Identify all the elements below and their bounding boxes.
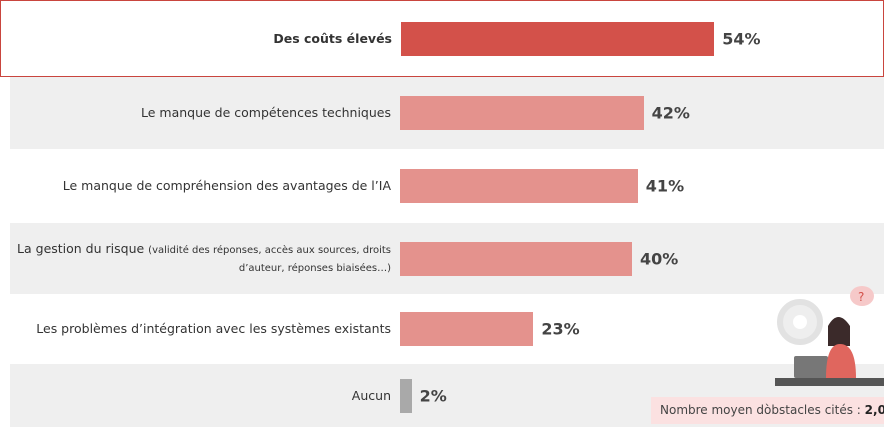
row: Le manque de compétences techniques 42% [10,77,884,149]
illustration: ? [770,282,884,394]
category-label: Le manque de compréhension des avantages… [11,178,391,194]
note-label: Nombre moyen dòbstacles cités : [660,403,861,417]
svg-text:?: ? [858,290,864,304]
value-label: 23% [541,320,579,339]
page: Des coûts élevés 54% Le manque de compéten… [0,0,884,427]
row: Des coûts élevés 54% [0,0,884,77]
value-label: 40% [640,249,678,268]
category-text: Aucun [352,388,391,403]
bar [400,169,638,203]
chart: Des coûts élevés 54% Le manque de compéten… [0,0,884,427]
bar [400,379,412,413]
note: Nombre moyen dòbstacles cités : 2,0 [651,397,884,424]
value-label: 41% [646,177,684,196]
row: Les problèmes d’intégration avec les sys… [0,294,884,364]
value-label: 2% [420,386,447,405]
category-text: Le manque de compréhension des avantages… [63,178,391,193]
row: La gestion du risque (validité des répon… [10,223,884,294]
bar [401,22,714,56]
value-label: 54% [722,29,760,48]
category-label: Des coûts élevés [12,31,392,47]
note-value: 2,0 [865,403,884,417]
category-label: Aucun [11,388,391,404]
row: Le manque de compréhension des avantages… [0,149,884,223]
bar [400,96,644,130]
category-label: La gestion du risque (validité des répon… [11,241,391,277]
bar [400,242,632,276]
category-label: Les problèmes d’intégration avec les sys… [11,321,391,337]
category-text: La gestion du risque [17,241,144,256]
category-text: Le manque de compétences techniques [141,105,391,120]
value-label: 42% [652,104,690,123]
category-text: Des coûts élevés [273,31,392,46]
bar [400,312,533,346]
category-text: Les problèmes d’intégration avec les sys… [36,321,391,336]
category-detail: (validité des réponses, accès aux source… [148,245,391,274]
category-label: Le manque de compétences techniques [11,105,391,121]
